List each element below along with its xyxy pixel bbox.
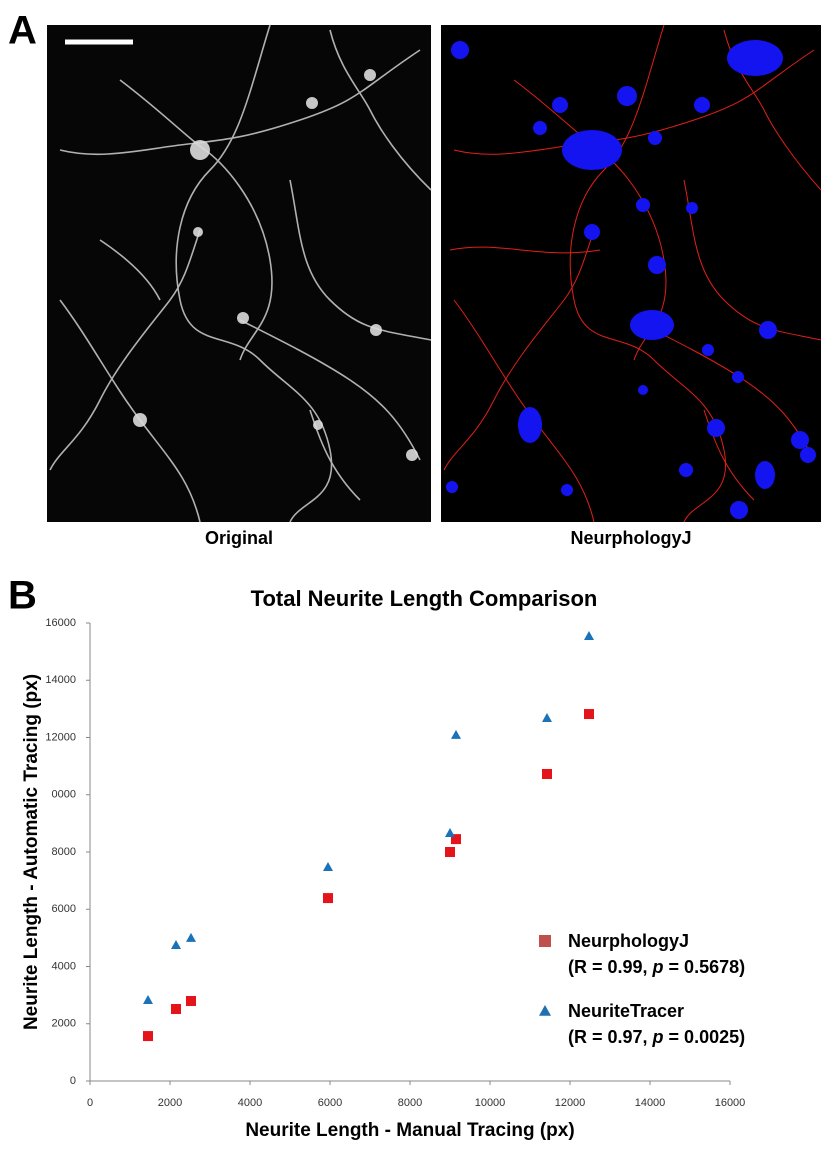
original-image (47, 24, 432, 523)
x-tick-label: 6000 (318, 1097, 342, 1109)
x-tick-label: 4000 (238, 1097, 262, 1109)
legend-marker (539, 935, 551, 947)
y-tick-label: 16000 (45, 617, 76, 629)
legend-stats: (R = 0.97, p = 0.0025) (568, 1027, 745, 1047)
x-tick-label: 0 (87, 1097, 93, 1109)
neurphologyj-image (441, 24, 822, 523)
x-tick-label: 14000 (635, 1097, 666, 1109)
point (171, 940, 181, 950)
y-tick-label: 6000 (52, 903, 76, 915)
caption: Original (205, 528, 273, 548)
panel-label: A (8, 9, 37, 53)
panel-label: B (8, 574, 37, 618)
point (451, 834, 461, 845)
caption: NeurphologyJ (570, 528, 691, 548)
point (143, 1031, 153, 1042)
stats-part: (R = 0.99, (568, 957, 653, 977)
point (323, 862, 333, 872)
y-tick-label: 4000 (52, 960, 76, 972)
point (445, 847, 455, 857)
legend-marker (539, 1005, 551, 1016)
x-tick-label: 12000 (555, 1097, 586, 1109)
point (186, 995, 196, 1006)
stats-part: (R = 0.97, (568, 1027, 653, 1047)
point (542, 768, 552, 779)
legend-stats: (R = 0.99, p = 0.5678) (568, 957, 745, 977)
y-tick-label: 8000 (52, 846, 76, 858)
x-tick-label: 10000 (475, 1097, 506, 1109)
y-tick-label: 14000 (45, 674, 76, 686)
y-tick-label: 12000 (45, 731, 76, 743)
stats-part: p (652, 1027, 664, 1047)
stats-part: p (652, 957, 664, 977)
point (445, 827, 455, 837)
stats-part: = 0.5678) (664, 957, 746, 977)
point (171, 1004, 181, 1015)
point (186, 932, 196, 942)
point (542, 713, 552, 723)
x-axis-label: Neurite Length - Manual Tracing (px) (245, 1120, 574, 1141)
x-tick-label: 16000 (715, 1097, 746, 1109)
point (584, 709, 594, 720)
chart-title: Total Neurite Length Comparison (251, 586, 598, 611)
legend-label: NeuriteTracer (568, 1001, 684, 1021)
point (323, 893, 333, 904)
stats-part: = 0.0025) (664, 1027, 746, 1047)
x-tick-label: 2000 (158, 1097, 182, 1109)
y-tick-label: 0 (70, 1075, 76, 1087)
y-axis-label: Neurite Length - Automatic Tracing (px) (21, 674, 42, 1030)
y-tick-label: 0000 (52, 789, 76, 801)
y-tick-label: 2000 (52, 1018, 76, 1030)
point (143, 994, 153, 1004)
legend-label: NeurphologyJ (568, 931, 689, 951)
point (584, 631, 594, 641)
point (451, 729, 461, 739)
x-tick-label: 8000 (398, 1097, 422, 1109)
